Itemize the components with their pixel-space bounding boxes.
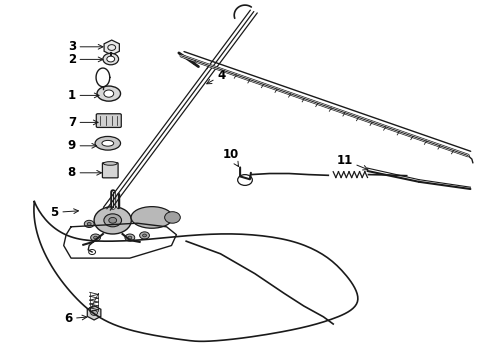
Circle shape [107, 56, 115, 62]
Text: 1: 1 [68, 89, 99, 102]
Text: 2: 2 [68, 53, 103, 66]
Ellipse shape [95, 136, 121, 150]
Circle shape [94, 207, 131, 234]
Ellipse shape [131, 207, 172, 228]
Circle shape [109, 217, 117, 223]
Circle shape [87, 222, 91, 225]
Ellipse shape [97, 86, 121, 101]
Circle shape [94, 236, 98, 239]
Circle shape [165, 212, 180, 223]
Text: 8: 8 [68, 166, 101, 179]
Circle shape [84, 220, 94, 228]
Circle shape [103, 53, 119, 65]
Circle shape [104, 214, 122, 227]
Text: 6: 6 [64, 312, 87, 325]
Circle shape [91, 310, 98, 315]
Ellipse shape [103, 162, 117, 165]
Circle shape [125, 234, 135, 241]
Circle shape [91, 234, 100, 241]
Text: 11: 11 [337, 154, 368, 170]
Ellipse shape [102, 140, 114, 146]
Polygon shape [87, 306, 101, 320]
FancyBboxPatch shape [102, 163, 118, 178]
Circle shape [140, 232, 149, 239]
Circle shape [104, 90, 114, 97]
Circle shape [143, 234, 147, 237]
Text: 4: 4 [207, 69, 225, 84]
Circle shape [128, 236, 132, 239]
Polygon shape [104, 40, 120, 55]
Text: 9: 9 [68, 139, 97, 152]
Text: 10: 10 [223, 148, 239, 166]
Text: 3: 3 [68, 40, 103, 53]
Text: 5: 5 [50, 206, 78, 219]
FancyBboxPatch shape [96, 114, 122, 127]
Text: 7: 7 [68, 116, 98, 129]
